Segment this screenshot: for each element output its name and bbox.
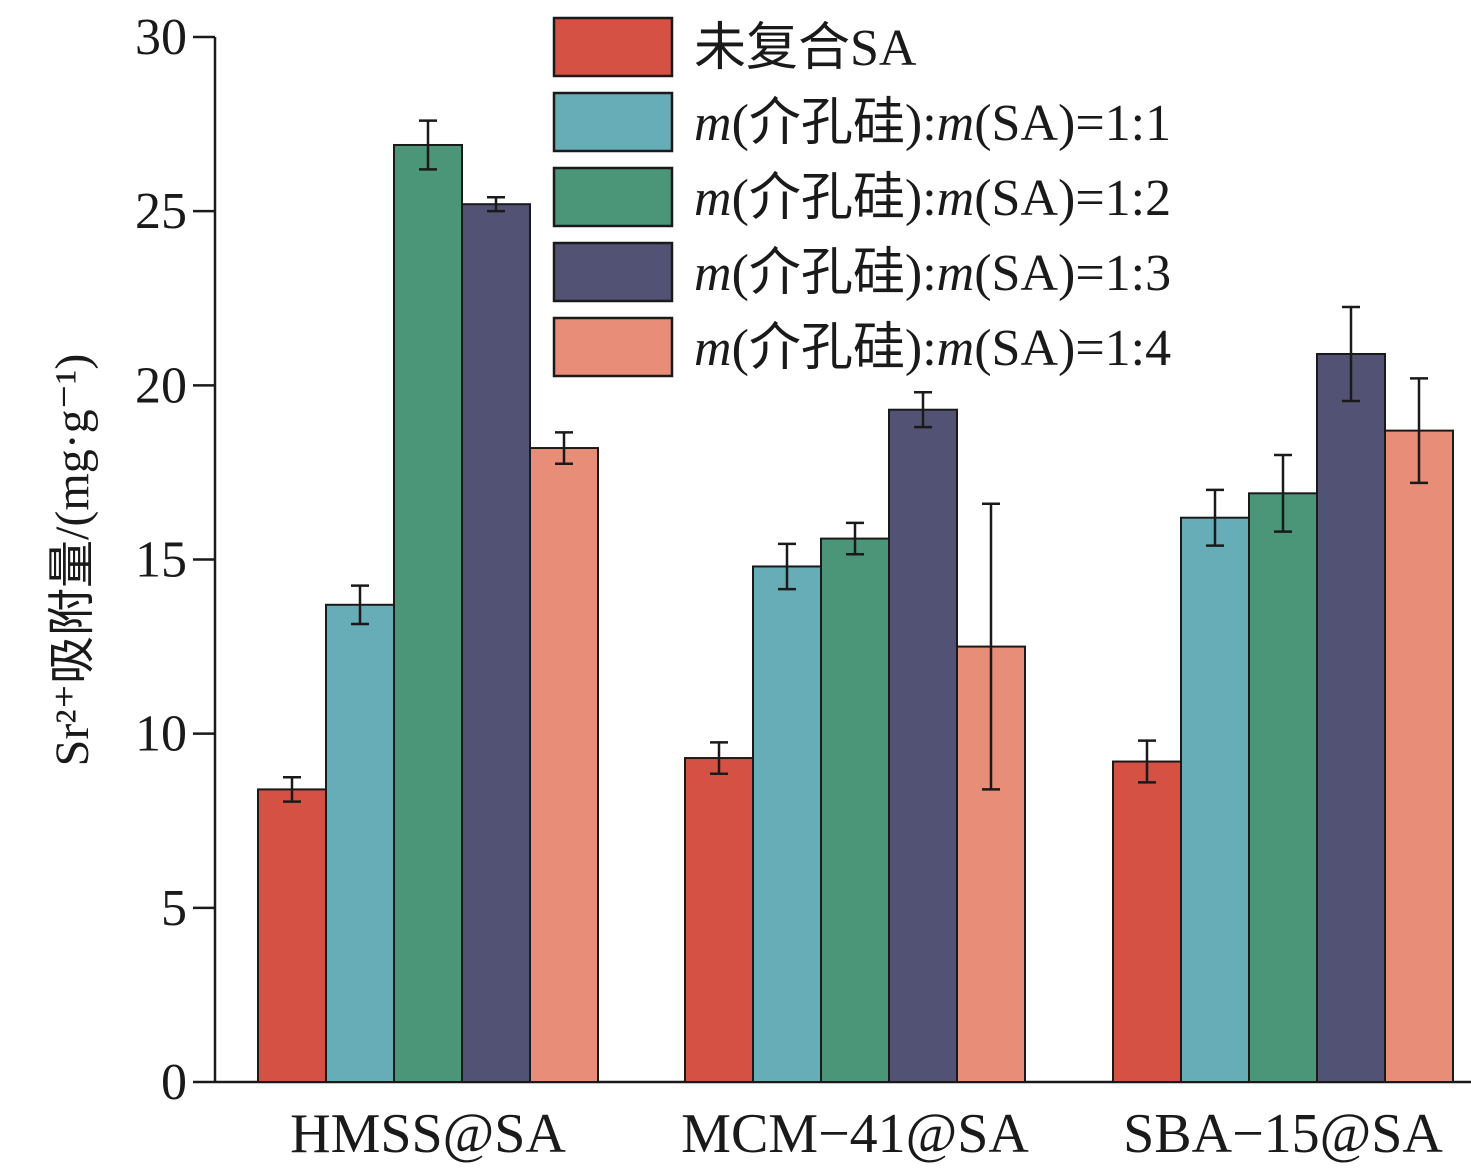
legend-label: m(介孔硅):m(SA)=1:3	[694, 245, 1171, 302]
error-bar	[487, 195, 505, 213]
legend-item: m(介孔硅):m(SA)=1:3	[552, 241, 1171, 303]
error-bar	[1410, 377, 1428, 485]
y-tick-label: 15	[135, 532, 187, 589]
legend-swatch	[552, 16, 674, 78]
bar-hmss-sa-series-1	[257, 788, 327, 1084]
error-bar	[283, 775, 301, 803]
axes: 0 5 10 15 20 25 30 HMSS@SA MCM−41@SA SBA−15@SA	[135, 9, 1471, 1165]
bars	[257, 143, 1454, 1084]
error-bar	[914, 391, 932, 429]
bar-sba-15-sa-series-2	[1180, 516, 1250, 1083]
x-category-label: MCM−41@SA	[681, 1103, 1029, 1165]
legend-item: m(介孔硅):m(SA)=1:2	[552, 166, 1171, 228]
legend-label: m(介孔硅):m(SA)=1:4	[694, 320, 1171, 377]
legend-label: 未复合SA	[694, 20, 917, 77]
y-axis-title: Sr²⁺吸附量/(mg·g⁻¹)	[46, 354, 99, 767]
x-category-label: SBA−15@SA	[1123, 1103, 1443, 1165]
bar-mcm-41-sa-series-2	[752, 565, 822, 1083]
bar-sba-15-sa-series-5	[1384, 429, 1454, 1084]
bar-sba-15-sa-series-4	[1316, 352, 1386, 1083]
bar-mcm-41-sa-series-1	[684, 757, 754, 1083]
legend-item: m(介孔硅):m(SA)=1:4	[552, 316, 1171, 378]
bar-hmss-sa-series-4	[461, 203, 531, 1083]
y-tick-label: 30	[135, 9, 187, 66]
error-bar	[1342, 305, 1360, 403]
bar-mcm-41-sa-series-4	[888, 408, 958, 1083]
legend-label: m(介孔硅):m(SA)=1:1	[694, 95, 1171, 152]
y-tick-label: 10	[135, 706, 187, 763]
y-tick-label: 20	[135, 357, 187, 414]
error-bar	[1138, 739, 1156, 784]
legend-item: 未复合SA	[552, 16, 917, 78]
legend-swatch	[552, 91, 674, 153]
y-tick-label: 25	[135, 183, 187, 240]
error-bar	[555, 431, 573, 465]
legend-label: m(介孔硅):m(SA)=1:2	[694, 170, 1171, 227]
legend-swatch	[552, 166, 674, 228]
error-bar	[1206, 488, 1224, 547]
bar-hmss-sa-series-3	[393, 143, 463, 1083]
error-bar	[1274, 453, 1292, 533]
legend-swatch	[552, 241, 674, 303]
error-bar	[710, 741, 728, 775]
y-tick-label: 5	[161, 880, 187, 937]
error-bar	[846, 521, 864, 556]
bar-mcm-41-sa-series-3	[820, 537, 890, 1083]
x-category-label: HMSS@SA	[290, 1103, 566, 1165]
legend-item: m(介孔硅):m(SA)=1:1	[552, 91, 1171, 153]
error-bars	[283, 119, 1428, 803]
error-bar	[778, 542, 796, 591]
y-tick-label: 0	[161, 1054, 187, 1111]
y-axis-title-text: Sr²⁺吸附量/(mg·g⁻¹)	[46, 354, 99, 767]
bar-hmss-sa-series-5	[529, 447, 599, 1083]
error-bar	[351, 584, 369, 626]
bar-sba-15-sa-series-1	[1112, 760, 1182, 1083]
error-bar	[419, 119, 437, 171]
bar-sba-15-sa-series-3	[1248, 492, 1318, 1084]
bar-hmss-sa-series-2	[325, 603, 395, 1083]
legend: 未复合SA m(介孔硅):m(SA)=1:1 m(介孔硅):m(SA)=1:2 m(介…	[552, 16, 1171, 378]
legend-swatch	[552, 316, 674, 378]
error-bar	[982, 502, 1000, 791]
